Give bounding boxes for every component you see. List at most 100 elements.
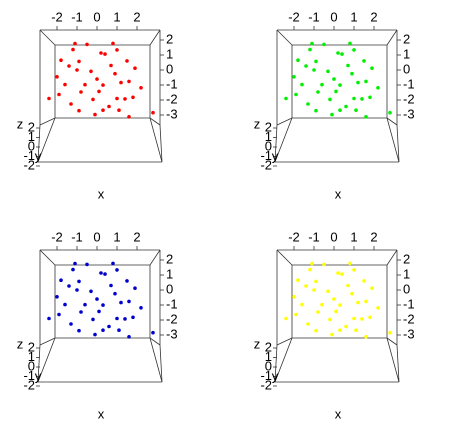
z-tick-label: 2 [166, 31, 173, 46]
point [107, 104, 111, 109]
y-tick-label: 0 [265, 138, 272, 153]
point [334, 309, 338, 314]
box-edge [274, 337, 293, 383]
y-axis-label: y [35, 148, 42, 163]
point [314, 59, 318, 64]
point [316, 310, 320, 314]
point [340, 52, 344, 56]
box-edge [149, 117, 163, 163]
point [95, 297, 99, 301]
point [123, 317, 127, 321]
y-tick-label: 0 [28, 358, 35, 373]
point [89, 69, 93, 74]
x-tick-label: -2 [288, 9, 300, 24]
point [310, 41, 314, 46]
point [376, 86, 380, 90]
box-edge [37, 124, 41, 163]
x-axis-label: x [335, 186, 342, 201]
z-tick-label: -2 [403, 91, 415, 106]
point [328, 317, 332, 322]
z-tick-label: 0 [166, 61, 173, 76]
box-edge [386, 337, 398, 346]
point [101, 108, 105, 112]
z-tick-label: -3 [166, 106, 178, 121]
point [69, 322, 73, 326]
point [360, 317, 364, 321]
point [368, 315, 372, 320]
point [111, 261, 115, 266]
x-axis-label: x [335, 406, 342, 421]
box-edge [149, 29, 161, 46]
box-edge [39, 29, 56, 46]
point [314, 108, 318, 113]
x-tick-label: -1 [308, 229, 320, 244]
point [326, 69, 330, 74]
point [340, 272, 344, 276]
box-edge [276, 249, 293, 266]
point [93, 332, 97, 337]
box-edge [276, 29, 293, 46]
y-tick-label: 1 [265, 349, 272, 364]
point [362, 279, 366, 283]
point [284, 316, 288, 321]
box-edge [149, 337, 163, 383]
box-edge [386, 117, 400, 163]
box-edge [37, 117, 56, 163]
point [388, 330, 392, 335]
point [320, 82, 324, 87]
point [55, 295, 59, 299]
point [346, 63, 350, 68]
box-edge [274, 117, 293, 163]
z-axis-label: z [254, 116, 261, 131]
z-axis-label: z [17, 336, 24, 351]
y-axis-label: y [272, 148, 279, 163]
point [352, 48, 356, 52]
point [63, 302, 67, 307]
point [91, 97, 95, 102]
point [139, 86, 143, 90]
point [131, 95, 135, 100]
point [356, 80, 360, 85]
z-tick-label: 1 [166, 266, 173, 281]
point [103, 272, 107, 276]
point [57, 312, 61, 317]
point [328, 97, 332, 102]
point [352, 316, 356, 321]
point [69, 102, 73, 106]
box-edge [276, 117, 293, 126]
point [91, 317, 95, 322]
point [352, 96, 356, 101]
point [125, 59, 129, 63]
x-tick-label: -2 [51, 9, 63, 24]
point [109, 63, 113, 68]
point [95, 77, 99, 81]
point [133, 286, 137, 290]
point [326, 289, 330, 294]
point [376, 306, 380, 310]
z-tick-label: -3 [166, 326, 178, 341]
point [310, 261, 314, 266]
point [294, 312, 298, 317]
point [388, 110, 392, 115]
x-tick-label: 0 [330, 9, 337, 24]
point [103, 52, 107, 56]
point [322, 262, 326, 267]
point [79, 90, 83, 94]
point [338, 108, 342, 112]
y-tick-label: 2 [265, 339, 272, 354]
box-edge [149, 117, 161, 126]
point [77, 328, 81, 333]
point [338, 303, 342, 307]
point [320, 302, 324, 307]
z-tick-label: 0 [403, 61, 410, 76]
point [67, 284, 71, 288]
point [127, 299, 131, 304]
y-tick-label: 2 [28, 119, 35, 134]
point [85, 262, 89, 267]
x-tick-label: -1 [71, 229, 83, 244]
point [139, 306, 143, 310]
point [354, 108, 358, 112]
x-tick-label: -2 [51, 229, 63, 244]
